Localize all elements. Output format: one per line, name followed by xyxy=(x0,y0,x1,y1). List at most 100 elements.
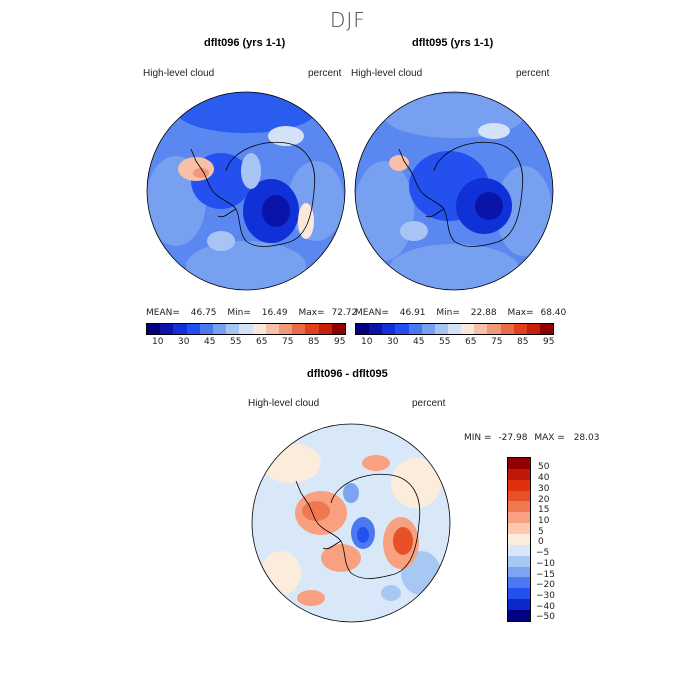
panel3-title: dflt096 - dflt095 xyxy=(307,368,388,380)
panel2-max-value: 68.40 xyxy=(540,308,567,318)
panel1-cloud-patch xyxy=(176,92,316,133)
colorbar-swatch xyxy=(292,324,306,334)
panel3-diff-patch xyxy=(343,483,359,503)
panel1-colorbar-tick: 55 xyxy=(230,337,242,347)
colorbar-swatch xyxy=(382,324,396,334)
panel2-stats: MEAN= 46.91 Min= 22.88 Max= 68.40 xyxy=(355,308,566,318)
panel1-units-label: percent xyxy=(308,68,342,79)
colorbar-swatch xyxy=(186,324,200,334)
panel2-map-border xyxy=(354,91,554,291)
panel2-mean-label: MEAN= xyxy=(355,308,389,318)
panel2-max-label: Max= xyxy=(507,308,534,318)
panel3-antarctica-coastline xyxy=(295,473,421,579)
colorbar-swatch xyxy=(265,324,280,334)
colorbar-swatch xyxy=(461,324,475,334)
panel2-colorbar-tick: 85 xyxy=(517,337,529,347)
panel2-colorbar-tick: 65 xyxy=(465,337,477,347)
panel1-colorbar xyxy=(146,323,346,335)
panel1-cloud-patch xyxy=(298,203,314,239)
colorbar-swatch xyxy=(356,324,370,334)
panel2-min-value: 22.88 xyxy=(470,308,497,318)
panel3-diff-patch xyxy=(391,458,441,508)
panel3-min-label: MIN = xyxy=(464,433,492,443)
panel3-diff-patch xyxy=(297,590,325,606)
panel3-diff-patch xyxy=(261,443,321,483)
colorbar-swatch xyxy=(199,324,214,334)
colorbar-swatch xyxy=(434,324,448,334)
panel3-colorbar-tick: 30 xyxy=(538,484,550,494)
panel2-cloud-patch xyxy=(400,221,428,241)
colorbar-swatch xyxy=(331,324,346,334)
panel2-mean-value: 46.91 xyxy=(399,308,426,318)
panel3-colorbar-tick: −10 xyxy=(536,559,555,569)
panel1-colorbar-ticks: 10 30 45 55 65 75 85 95 xyxy=(146,337,346,349)
panel3-colorbar-tick: 10 xyxy=(538,516,550,526)
panel3-max-value: 28.03 xyxy=(573,433,600,443)
panel1-min-value: 16.49 xyxy=(261,308,288,318)
panel3-colorbar-tick: −30 xyxy=(536,591,555,601)
panel3-diff-patch xyxy=(321,544,361,572)
colorbar-swatch xyxy=(395,324,409,334)
colorbar-swatch xyxy=(318,324,332,334)
panel3-map-border xyxy=(251,423,451,623)
panel1-antarctica-coastline xyxy=(190,141,316,247)
colorbar-swatch xyxy=(173,324,187,334)
panel2-units-label: percent xyxy=(516,68,550,79)
colorbar-swatch xyxy=(513,324,527,334)
panel3-diff-patch xyxy=(302,501,330,521)
panel3-colorbar-tick: 0 xyxy=(538,537,544,547)
colorbar-swatch xyxy=(539,324,554,334)
panel2-cloud-patch xyxy=(478,123,510,139)
panel3-diff-patch xyxy=(393,527,413,555)
panel1-colorbar-tick: 65 xyxy=(256,337,268,347)
colorbar-swatch xyxy=(160,324,174,334)
panel1-title: dflt096 (yrs 1-1) xyxy=(204,37,286,49)
panel2-cloud-patch xyxy=(389,244,519,290)
colorbar-swatch xyxy=(508,555,530,567)
panel2-min-label: Min= xyxy=(436,308,460,318)
panel1-colorbar-tick: 45 xyxy=(204,337,216,347)
panel2-variable-label: High-level cloud xyxy=(351,68,423,79)
panel2-colorbar-tick: 10 xyxy=(361,337,373,347)
panel3-diff-patch xyxy=(357,527,369,543)
panel1-colorbar-tick: 95 xyxy=(334,337,346,347)
panel2-colorbar-ticks: 10 30 45 55 65 75 85 95 xyxy=(355,337,555,349)
colorbar-swatch xyxy=(239,324,253,334)
panel2-colorbar-tick: 95 xyxy=(543,337,555,347)
colorbar-swatch xyxy=(369,324,383,334)
panel3-diff-patch xyxy=(261,551,301,595)
panel1-cloud-patch xyxy=(241,153,261,189)
colorbar-swatch xyxy=(508,490,530,502)
panel3-units-label: percent xyxy=(412,398,446,409)
panel1-colorbar-tick: 30 xyxy=(178,337,190,347)
panel1-colorbar-tick: 75 xyxy=(282,337,294,347)
panel2-colorbar-tick: 75 xyxy=(491,337,503,347)
panel1-map xyxy=(146,91,346,291)
panel3-colorbar-ticks: 50 40 30 20 15 10 5 0 −5 −10 −15 −20 −30… xyxy=(536,457,576,627)
colorbar-swatch xyxy=(508,512,530,524)
panel1-cloud-patch xyxy=(193,168,209,178)
panel2-colorbar-tick: 55 xyxy=(439,337,451,347)
colorbar-swatch xyxy=(408,324,422,334)
panel3-min-value: -27.98 xyxy=(498,433,528,443)
panel1-map-border xyxy=(146,91,346,291)
panel3-colorbar-tick: 5 xyxy=(538,527,544,537)
panel3-map xyxy=(251,423,451,623)
panel2-cloud-patch xyxy=(355,161,414,261)
panel3-colorbar-tick: −50 xyxy=(536,612,555,622)
panel3-colorbar-tick: −5 xyxy=(536,548,550,558)
colorbar-swatch xyxy=(500,324,514,334)
colorbar-swatch xyxy=(508,566,530,578)
panel1-max-value: 72.72 xyxy=(331,308,358,318)
colorbar-swatch xyxy=(508,458,530,469)
panel3-colorbar-tick: 40 xyxy=(538,473,550,483)
panel3-colorbar-tick: −20 xyxy=(536,580,555,590)
colorbar-swatch xyxy=(508,577,530,589)
colorbar-swatch xyxy=(508,479,530,491)
panel1-mean-label: MEAN= xyxy=(146,308,180,318)
panel3-diff-patch xyxy=(381,585,401,601)
panel3-colorbar-tick: −40 xyxy=(536,602,555,612)
panel3-colorbar xyxy=(507,457,531,622)
panel2-colorbar xyxy=(355,323,554,335)
panel2-map xyxy=(354,91,554,291)
